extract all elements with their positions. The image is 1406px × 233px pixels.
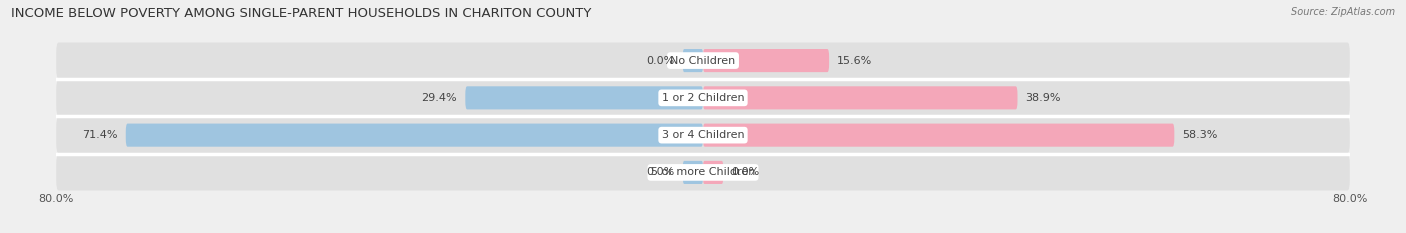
FancyBboxPatch shape [56,117,1350,153]
Text: No Children: No Children [671,56,735,65]
FancyBboxPatch shape [703,86,1018,110]
Text: 0.0%: 0.0% [731,168,759,177]
Text: 15.6%: 15.6% [837,56,873,65]
FancyBboxPatch shape [125,123,703,147]
FancyBboxPatch shape [703,49,830,72]
FancyBboxPatch shape [56,42,1350,79]
FancyBboxPatch shape [703,161,723,184]
Text: 71.4%: 71.4% [82,130,118,140]
Text: 0.0%: 0.0% [647,56,675,65]
Text: 1 or 2 Children: 1 or 2 Children [662,93,744,103]
Text: 38.9%: 38.9% [1025,93,1062,103]
Text: 3 or 4 Children: 3 or 4 Children [662,130,744,140]
FancyBboxPatch shape [56,154,1350,191]
Text: INCOME BELOW POVERTY AMONG SINGLE-PARENT HOUSEHOLDS IN CHARITON COUNTY: INCOME BELOW POVERTY AMONG SINGLE-PARENT… [11,7,592,20]
Text: 0.0%: 0.0% [647,168,675,177]
Text: 29.4%: 29.4% [422,93,457,103]
Text: 58.3%: 58.3% [1182,130,1218,140]
FancyBboxPatch shape [465,86,703,110]
FancyBboxPatch shape [56,80,1350,116]
FancyBboxPatch shape [683,161,703,184]
Text: Source: ZipAtlas.com: Source: ZipAtlas.com [1291,7,1395,17]
FancyBboxPatch shape [683,49,703,72]
Text: 5 or more Children: 5 or more Children [651,168,755,177]
FancyBboxPatch shape [703,123,1174,147]
